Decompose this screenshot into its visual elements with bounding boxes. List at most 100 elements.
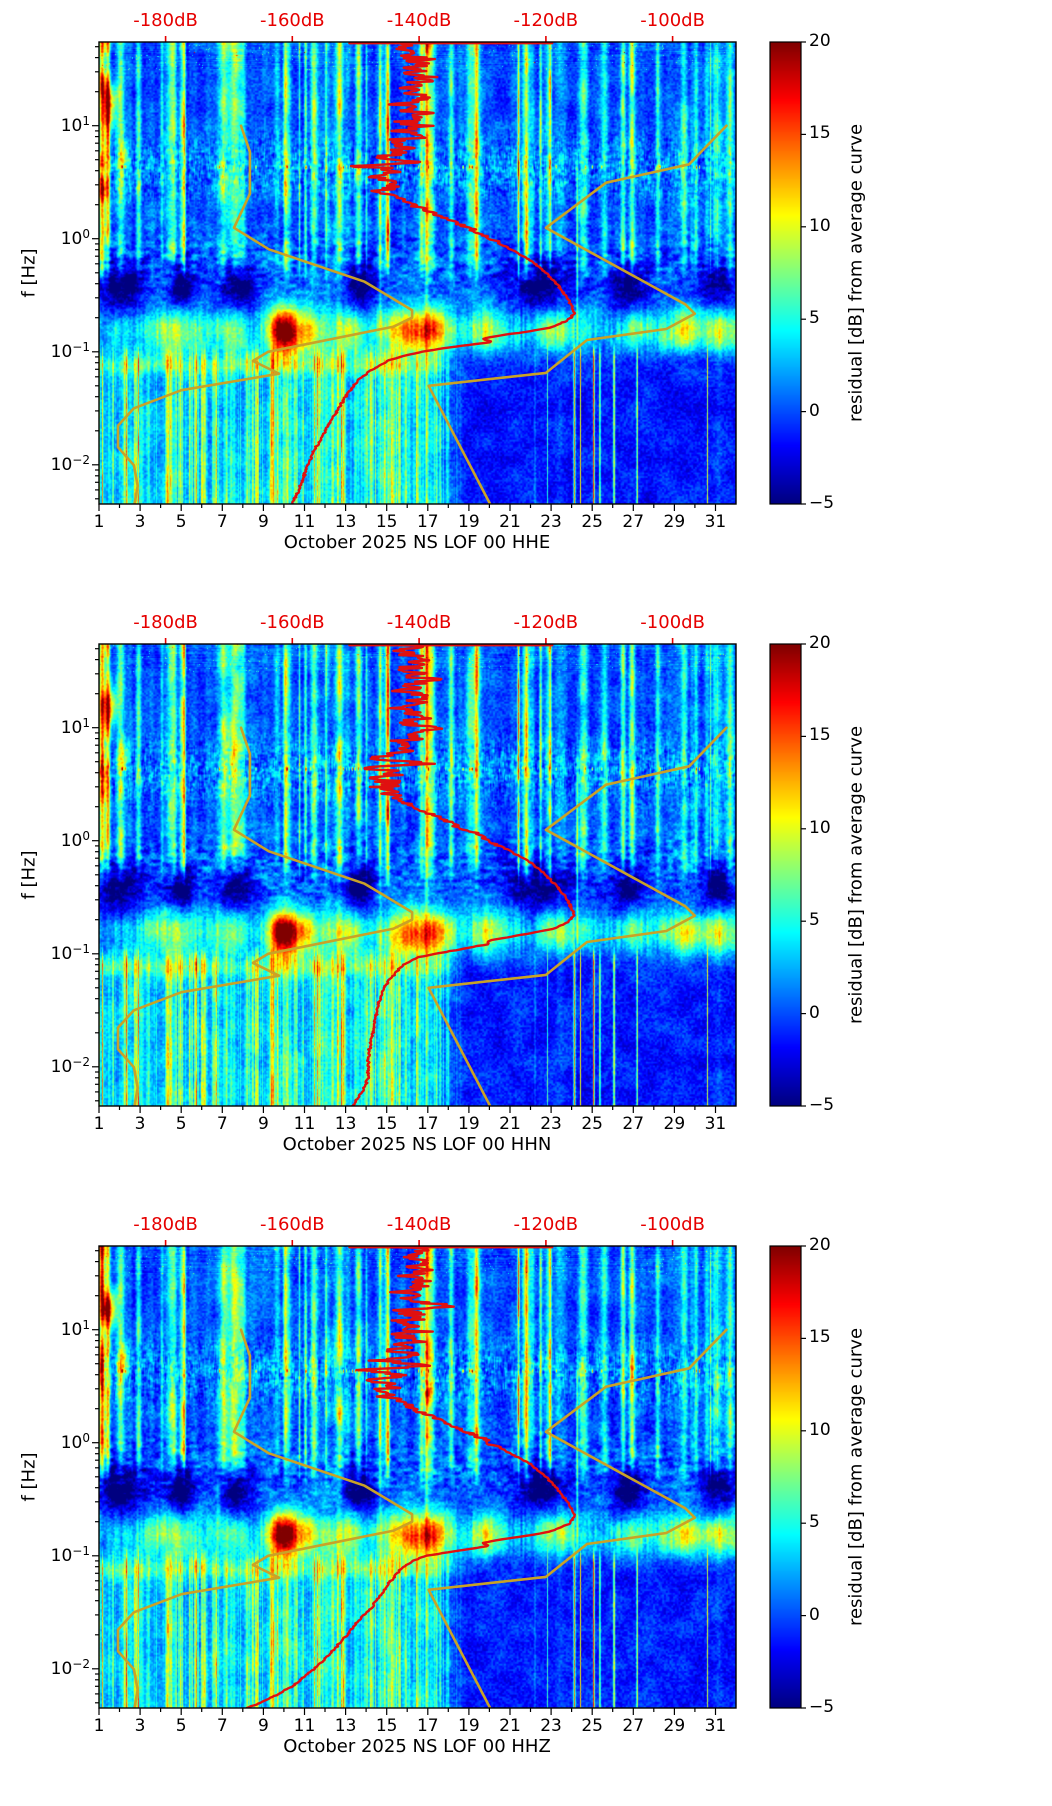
x-tick-label: 7 — [216, 512, 228, 532]
colorbar-label: residual [dB] from average curve — [845, 1327, 867, 1627]
colorbar-tick-label: 20 — [809, 1235, 831, 1256]
db-tick-label: -180dB — [133, 1214, 198, 1235]
x-tick-label: 1 — [93, 512, 105, 532]
db-tick-label: -100dB — [640, 10, 705, 31]
db-tick-label: -120dB — [513, 1214, 579, 1235]
x-tick-label: 27 — [622, 1114, 645, 1134]
y-axis-label: f [Hz] — [18, 850, 40, 900]
colorbar-tick-label: 20 — [809, 633, 831, 654]
panel-hhn: f [Hz] October 2025 NS LOF 00 HHN residu… — [0, 602, 1052, 1204]
x-axis-label-hhe: October 2025 NS LOF 00 HHE — [283, 532, 551, 553]
colorbar-tick-label: 5 — [809, 910, 820, 931]
db-tick-label: -160dB — [259, 10, 325, 31]
x-tick-label: 11 — [293, 1114, 316, 1134]
colorbar-hhe — [770, 42, 801, 504]
y-axis-label: f [Hz] — [18, 1452, 40, 1502]
db-tick-label: -180dB — [133, 612, 198, 633]
x-tick-label: 11 — [293, 1716, 316, 1736]
x-tick-label: 15 — [375, 512, 398, 532]
x-tick-label: 19 — [458, 1114, 480, 1134]
x-tick-label: 9 — [257, 1716, 269, 1736]
x-tick-label: 21 — [499, 1114, 521, 1134]
db-tick-label: -180dB — [133, 10, 198, 31]
panel-hhe: f [Hz] October 2025 NS LOF 00 HHE residu… — [0, 0, 1052, 602]
y-tick-label: 101 — [60, 113, 90, 136]
x-tick-label: 5 — [175, 512, 187, 532]
x-tick-label: 27 — [622, 512, 645, 532]
x-tick-label: 13 — [334, 1716, 357, 1736]
x-tick-label: 25 — [581, 1716, 603, 1736]
colorbar-tick-label: 15 — [809, 725, 831, 746]
x-tick-label: 19 — [458, 1716, 480, 1736]
x-tick-label: 5 — [175, 1114, 187, 1134]
x-tick-label: 31 — [704, 1114, 727, 1134]
x-tick-label: 23 — [540, 1114, 562, 1134]
colorbar-tick-label: 15 — [809, 1327, 831, 1348]
x-tick-label: 31 — [704, 1716, 727, 1736]
y-tick-label: 100 — [60, 226, 90, 249]
y-tick-label: 100 — [60, 828, 90, 851]
x-tick-label: 3 — [134, 1114, 146, 1134]
db-tick-label: -140dB — [386, 10, 452, 31]
x-tick-label: 9 — [257, 1114, 269, 1134]
y-axis-label: f [Hz] — [18, 248, 40, 298]
db-tick-label: -120dB — [513, 10, 579, 31]
db-tick-label: -140dB — [386, 1214, 452, 1235]
x-tick-label: 13 — [334, 512, 357, 532]
y-tick-label: 100 — [60, 1430, 90, 1453]
x-tick-label: 3 — [134, 1716, 146, 1736]
colorbar-tick-label: 0 — [809, 1604, 820, 1625]
x-tick-label: 15 — [375, 1114, 398, 1134]
x-tick-label: 19 — [458, 512, 480, 532]
x-tick-label: 11 — [293, 512, 316, 532]
colorbar-tick-label: 10 — [809, 818, 831, 839]
colorbar-tick-label: 5 — [809, 1512, 820, 1533]
x-tick-label: 1 — [93, 1114, 105, 1134]
x-tick-label: 3 — [134, 512, 146, 532]
y-tick-label: 10−2 — [50, 1055, 90, 1078]
x-tick-label: 21 — [499, 1716, 521, 1736]
colorbar-label: residual [dB] from average curve — [845, 725, 867, 1025]
colorbar-tick-label: −5 — [809, 1697, 835, 1718]
x-tick-label: 15 — [375, 1716, 398, 1736]
x-axis-label-hhn: October 2025 NS LOF 00 HHN — [282, 1134, 552, 1155]
colorbar-label: residual [dB] from average curve — [845, 123, 867, 423]
db-tick-label: -120dB — [513, 612, 579, 633]
x-tick-label: 27 — [622, 1716, 645, 1736]
x-tick-label: 13 — [334, 1114, 357, 1134]
x-tick-label: 29 — [663, 512, 686, 532]
colorbar-tick-label: 10 — [809, 1420, 831, 1441]
x-tick-label: 25 — [581, 512, 603, 532]
x-tick-label: 1 — [93, 1716, 105, 1736]
x-tick-label: 23 — [540, 1716, 562, 1736]
spectrogram-hhz — [99, 1246, 736, 1708]
x-tick-label: 17 — [416, 1114, 439, 1134]
x-tick-label: 7 — [216, 1114, 228, 1134]
db-tick-label: -100dB — [640, 612, 705, 633]
x-tick-label: 21 — [499, 512, 521, 532]
colorbar-tick-label: 10 — [809, 216, 831, 237]
x-tick-label: 23 — [540, 512, 562, 532]
db-tick-label: -140dB — [386, 612, 452, 633]
x-tick-label: 29 — [663, 1716, 686, 1736]
x-tick-label: 9 — [257, 512, 269, 532]
colorbar-tick-label: 20 — [809, 31, 831, 52]
y-tick-label: 101 — [60, 1317, 90, 1340]
colorbar-tick-label: 0 — [809, 1002, 820, 1023]
spectrogram-hhe — [99, 42, 736, 504]
colorbar-tick-label: 5 — [809, 308, 820, 329]
y-tick-label: 10−1 — [50, 1543, 90, 1566]
x-tick-label: 31 — [704, 512, 727, 532]
y-tick-label: 10−1 — [50, 941, 90, 964]
x-tick-label: 29 — [663, 1114, 686, 1134]
x-tick-label: 7 — [216, 1716, 228, 1736]
y-tick-label: 101 — [60, 715, 90, 738]
x-tick-label: 17 — [416, 1716, 439, 1736]
x-tick-label: 25 — [581, 1114, 603, 1134]
colorbar-tick-label: −5 — [809, 493, 835, 514]
y-tick-label: 10−2 — [50, 453, 90, 476]
y-tick-label: 10−1 — [50, 339, 90, 362]
db-tick-label: -160dB — [259, 612, 325, 633]
x-tick-label: 17 — [416, 512, 439, 532]
